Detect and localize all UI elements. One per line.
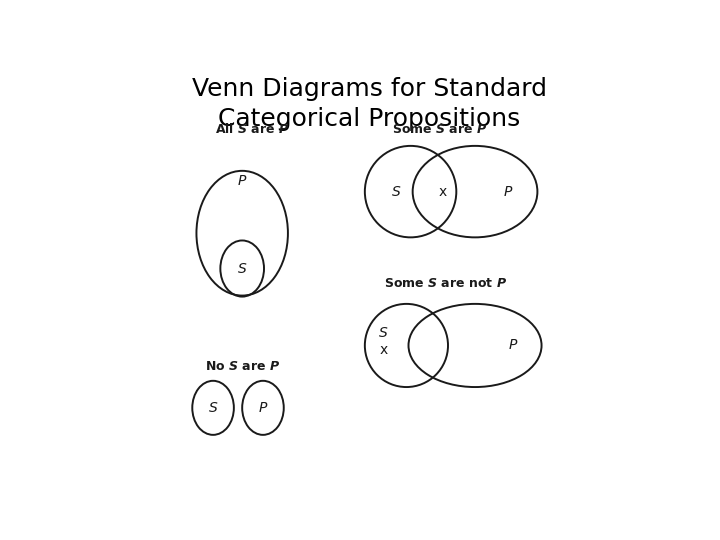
Text: S: S xyxy=(209,401,217,415)
Text: Some $\bfit{S}$ are not $\bfit{P}$: Some $\bfit{S}$ are not $\bfit{P}$ xyxy=(384,276,507,289)
Text: P: P xyxy=(238,174,246,188)
Text: P: P xyxy=(508,339,517,353)
Text: x: x xyxy=(379,342,387,356)
Text: P: P xyxy=(258,401,267,415)
Text: S: S xyxy=(379,326,388,340)
Text: Venn Diagrams for Standard
Categorical Propositions: Venn Diagrams for Standard Categorical P… xyxy=(192,77,546,131)
Text: x: x xyxy=(439,185,447,199)
Text: All $\bfit{S}$ are $\bfit{P}$: All $\bfit{S}$ are $\bfit{P}$ xyxy=(215,122,289,136)
Text: P: P xyxy=(504,185,513,199)
Text: No $\bfit{S}$ are $\bfit{P}$: No $\bfit{S}$ are $\bfit{P}$ xyxy=(204,360,280,373)
Text: S: S xyxy=(238,261,246,275)
Text: Some $\bfit{S}$ are $\bfit{P}$: Some $\bfit{S}$ are $\bfit{P}$ xyxy=(392,123,487,136)
Text: S: S xyxy=(392,185,400,199)
